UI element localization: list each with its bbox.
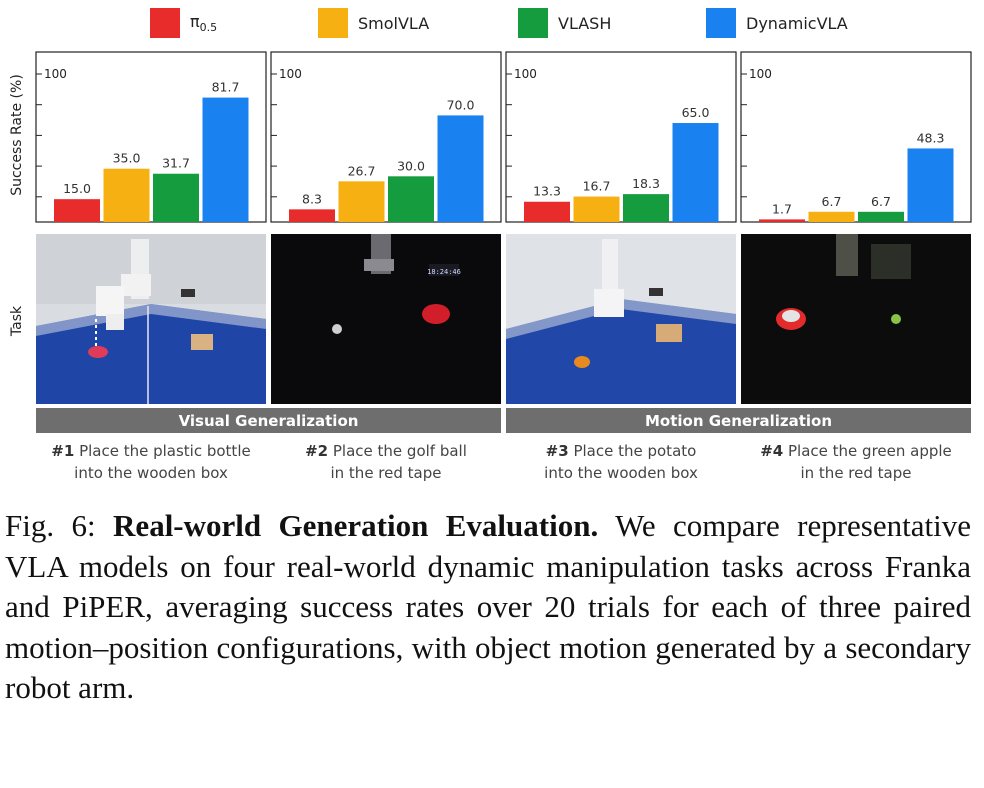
bar-vlash-task4 <box>858 211 904 222</box>
bar-smolvla-task4 <box>808 211 855 222</box>
legend-item-dynamicvla: DynamicVLA <box>706 6 848 40</box>
bar-value-label: 13.3 <box>533 184 561 199</box>
legend-item-smolvla: SmolVLA <box>318 6 429 40</box>
bar-value-label: 65.0 <box>682 105 710 120</box>
task-caption-1: #1 Place the plastic bottle into the woo… <box>31 440 271 484</box>
bar-value-label: 1.7 <box>772 201 792 216</box>
bar-charts: 100 15.0 35.0 31.7 81.7 100 8.3 26.7 30.0 70.0 100… <box>35 51 972 223</box>
bar-vlash-task1 <box>153 173 199 222</box>
task-text-line1: Place the plastic bottle <box>79 442 251 460</box>
caption-title: Real-world Generation Evaluation. <box>113 508 599 543</box>
svg-text:18:24:46: 18:24:46 <box>427 268 461 276</box>
bar-dynamicvla-task4 <box>907 148 954 222</box>
task-text-line1: Place the potato <box>573 442 697 460</box>
bar-value-label: 8.3 <box>302 191 322 206</box>
task-photo-3 <box>506 234 736 404</box>
legend-label-dynamicvla: DynamicVLA <box>746 13 848 33</box>
task-number: #1 <box>51 442 75 460</box>
task-number: #3 <box>545 442 569 460</box>
task-photo-2: 18:24:46 <box>271 234 501 404</box>
task-photo-4 <box>741 234 971 404</box>
task-caption-4: #4 Place the green apple in the red tape <box>736 440 976 484</box>
group-bar-motion: Motion Generalization <box>506 408 971 433</box>
bar-05-task2 <box>289 209 335 222</box>
legend-item-vlash: VLASH <box>518 6 611 40</box>
legend-swatch-smolvla <box>318 8 348 38</box>
bar-dynamicvla-task1 <box>202 97 249 222</box>
legend-swatch-dynamicvla <box>706 8 736 38</box>
bar-05-task1 <box>54 199 100 222</box>
legend-label-smolvla: SmolVLA <box>358 13 430 33</box>
y-tick-label-100: 100 <box>279 67 302 81</box>
bar-value-label: 6.7 <box>871 194 891 209</box>
task-number: #2 <box>305 442 329 460</box>
task-text-line2: in the red tape <box>330 464 442 482</box>
task-number: #4 <box>760 442 784 460</box>
legend: π0.5 SmolVLA VLASH DynamicVLA <box>0 6 984 40</box>
y-tick-label-100: 100 <box>514 67 537 81</box>
bar-dynamicvla-task3 <box>672 123 719 222</box>
task-text-line2: into the wooden box <box>74 464 228 482</box>
task-text-line2: into the wooden box <box>544 464 698 482</box>
legend-label-vlash: VLASH <box>558 13 612 33</box>
task-photo-1 <box>36 234 266 404</box>
caption-body: We compare representative VLA models on … <box>5 508 971 705</box>
group-bar-visual: Visual Generalization <box>36 408 501 433</box>
legend-item-pi05: π0.5 <box>150 6 217 40</box>
bar-value-label: 16.7 <box>583 179 611 194</box>
task-text-line1: Place the green apple <box>788 442 952 460</box>
bar-smolvla-task1 <box>103 168 150 222</box>
bar-05-task4 <box>759 219 805 222</box>
bar-dynamicvla-task2 <box>437 115 484 222</box>
bar-value-label: 48.3 <box>917 130 945 145</box>
bar-05-task3 <box>524 201 570 222</box>
bar-value-label: 70.0 <box>447 97 475 112</box>
legend-swatch-vlash <box>518 8 548 38</box>
bar-value-label: 26.7 <box>348 163 376 178</box>
task-caption-2: #2 Place the golf ball in the red tape <box>266 440 506 484</box>
bar-vlash-task2 <box>388 176 434 222</box>
figure-caption: Fig. 6: Real-world Generation Evaluation… <box>5 506 971 709</box>
bar-smolvla-task2 <box>338 181 385 222</box>
legend-label-pi05: π0.5 <box>190 11 218 35</box>
bar-value-label: 15.0 <box>63 181 91 196</box>
bar-value-label: 35.0 <box>113 151 141 166</box>
task-text-line2: in the red tape <box>800 464 912 482</box>
bar-value-label: 31.7 <box>162 156 190 171</box>
y-tick-label-100: 100 <box>749 67 772 81</box>
caption-prefix: Fig. 6: <box>5 508 114 543</box>
bar-value-label: 18.3 <box>632 176 660 191</box>
task-text-line1: Place the golf ball <box>332 442 467 460</box>
bar-smolvla-task3 <box>573 196 620 222</box>
task-row-label: Task <box>9 305 25 337</box>
bar-vlash-task3 <box>623 194 669 222</box>
bar-value-label: 81.7 <box>212 80 240 95</box>
legend-swatch-pi05 <box>150 8 180 38</box>
bar-value-label: 6.7 <box>822 194 842 209</box>
y-tick-label-100: 100 <box>44 67 67 81</box>
bar-value-label: 30.0 <box>397 158 425 173</box>
task-caption-3: #3 Place the potato into the wooden box <box>501 440 741 484</box>
